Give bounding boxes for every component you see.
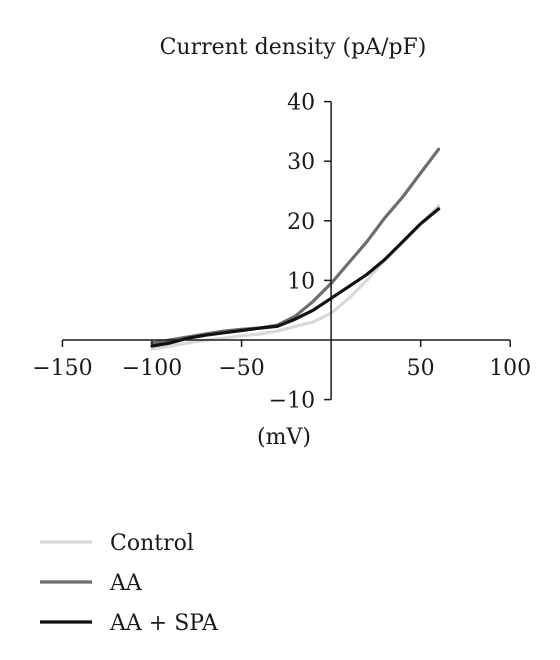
series-line-aa-spa (150, 207, 441, 348)
y-axis-title: Current density (pA/pF) (160, 35, 427, 60)
x-tick-label: 50 (407, 356, 435, 381)
y-tick-label: 20 (287, 210, 315, 235)
tick-layer: −150 −100 −50 50 100 −10 10 20 30 40 (32, 91, 531, 414)
legend-label: Control (110, 531, 194, 556)
x-tick-label: −150 (32, 356, 92, 381)
x-tick-label: −50 (218, 356, 264, 381)
y-tick-label: 30 (287, 150, 315, 175)
x-tick-label: 100 (489, 356, 531, 381)
y-tick-label: 40 (287, 91, 315, 116)
series-line-aa (150, 147, 441, 345)
legend-label: AA (109, 571, 143, 596)
legend: Control AA AA + SPA (40, 531, 219, 636)
x-axis-title: (mV) (257, 425, 311, 450)
series-layer (150, 147, 441, 351)
y-tick-label: 10 (287, 269, 315, 294)
x-tick-label: −100 (122, 356, 182, 381)
y-tick-label: −10 (269, 389, 315, 414)
legend-label: AA + SPA (109, 611, 219, 636)
